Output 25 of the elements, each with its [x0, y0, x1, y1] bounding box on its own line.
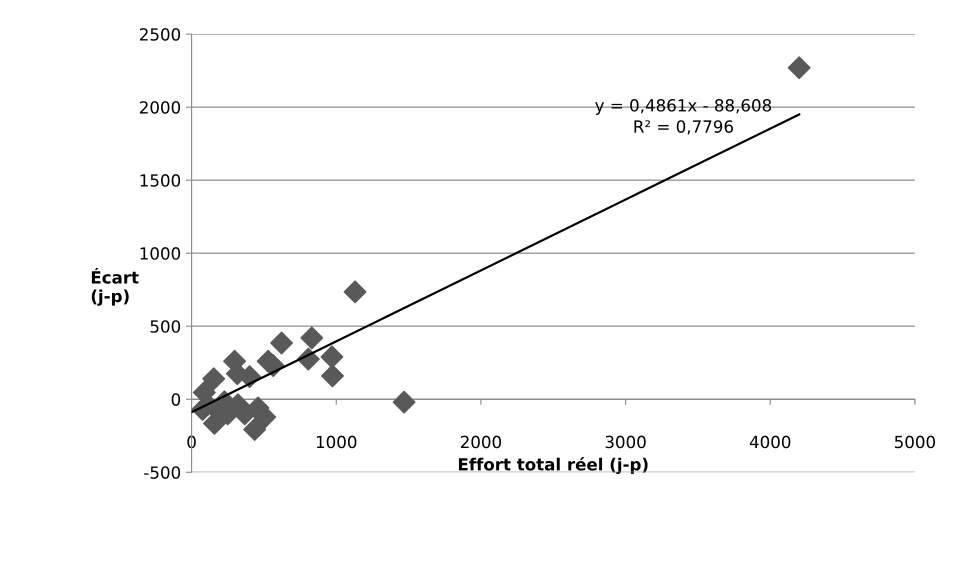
point	[300, 326, 324, 350]
y-tick-label: 1000	[140, 247, 180, 260]
point	[788, 56, 811, 80]
x-tick-label: 5000	[894, 436, 935, 448]
x-tick-label: 3000	[606, 436, 646, 448]
y-tick-label: 2500	[140, 28, 180, 41]
point	[344, 280, 367, 304]
x-axis-title: Effort total réel (j-p)	[458, 457, 648, 474]
x-tick-label: 1000	[316, 436, 356, 448]
y-tick-label: -500	[144, 466, 180, 479]
point	[243, 418, 266, 441]
y-tick-label: 2000	[140, 101, 180, 114]
point	[320, 345, 344, 368]
y-tick-label: 500	[150, 320, 180, 333]
point	[270, 332, 294, 354]
y-tick-label: 0	[172, 393, 180, 406]
point	[321, 364, 344, 388]
y-axis-title: Écart (j-p)	[92, 268, 139, 306]
y-tick-label: 1500	[140, 174, 180, 187]
annotation: y = 0,4861x - 88,608 R² = 0,7796	[595, 99, 772, 135]
point	[202, 367, 226, 390]
x-tick-label: 2000	[460, 436, 502, 448]
x-tick-label: 0	[187, 436, 196, 448]
point	[392, 390, 416, 414]
x-tick-label: 4000	[750, 436, 790, 448]
